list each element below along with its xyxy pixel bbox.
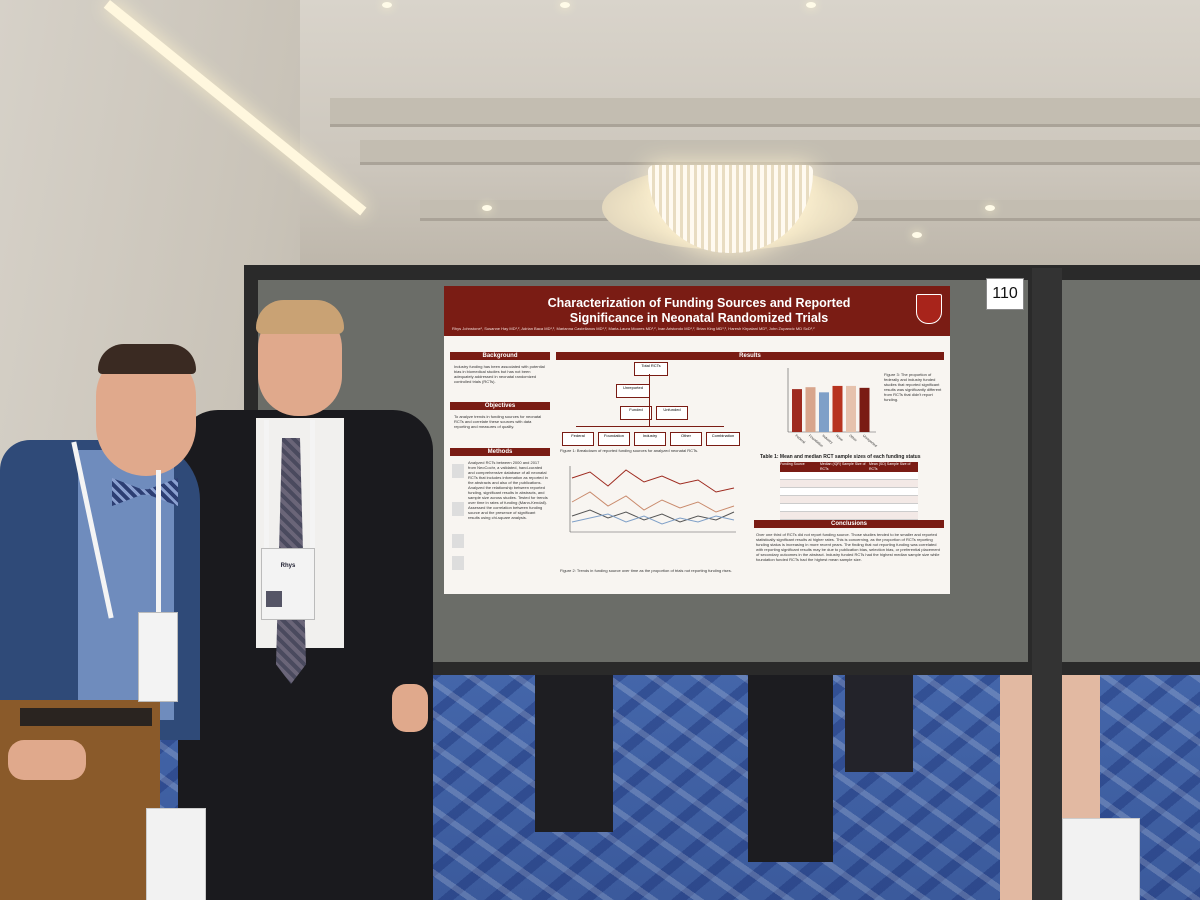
table-row [780,480,918,488]
table-row [780,512,918,520]
board-pole [1032,268,1062,900]
table-row [780,488,918,496]
person-left-hair [98,344,196,374]
person-right-hand [392,684,428,732]
methods-icon [452,502,464,516]
poster-board-panel-right [1062,280,1200,662]
flow-node-combination: Combination [706,432,740,446]
bar-category-label: Other [848,434,858,443]
flow-connector [576,426,724,427]
methods-icon [452,464,464,478]
bar-category-label: Unreported [862,434,878,448]
person-left-lanyard [156,470,161,620]
flow-node-unfunded: Unfunded [656,406,688,420]
table-row [780,504,918,512]
figure1-caption: Figure 1: Breakdown of reported funding … [560,448,699,453]
bar-federal [792,389,802,432]
background-person-legs [748,672,833,862]
person-left-belt [20,708,152,726]
conclusions-heading: Conclusions [754,520,944,528]
table-header-row: Funding Source Median (IQR) Sample Size … [780,462,918,472]
background-person-legs [535,672,613,832]
person-left-hand [8,740,86,780]
methods-icon [452,534,464,548]
person-left-name-badge [138,612,178,702]
flow-node-funded: Funded [620,406,652,420]
bar-other [846,385,856,432]
flow-node-unreported: Unreported [616,384,650,398]
background-heading: Background [450,352,550,360]
conference-tote-bag [146,808,206,900]
background-text: Industry funding has been associated wit… [454,364,545,384]
flow-node-industry: Industry [634,432,666,446]
funding-trend-line-chart [569,466,736,533]
bar-category-label: None [835,434,844,442]
objectives-text: To analyze trends in funding sources for… [454,414,542,429]
methods-heading: Methods [450,448,550,456]
badge-qr-code [266,591,282,607]
ceiling-downlight [985,205,995,211]
ceiling-beam [330,98,1200,127]
poster-authors: Rhys Johnstone¹, Susanne Hay MD¹,², Adri… [452,326,815,331]
results-heading: Results [556,352,944,360]
poster-title-line1: Characterization of Funding Sources and … [547,296,851,310]
person-right-hair [256,300,344,334]
person-right-lanyard [310,420,315,560]
bar-category-label: Federal [794,434,806,445]
conclusions-text: Over one third of RCTs did not report fu… [756,532,940,562]
person-right-name-badge: Rhys [261,548,315,620]
flow-node-foundation: Foundation [598,432,630,446]
table-header-cell: Median (IQR) Sample Size of RCTs [820,462,866,471]
poster-header [444,286,950,336]
badge-name: Rhys [280,563,296,569]
table-header-cell: Funding Source [780,462,805,466]
methods-icon [452,556,464,570]
table-header-cell: Mean (SD) Sample Size of RCTs [869,462,911,471]
booth-number-sign: 110 [986,278,1024,310]
table-row [780,496,918,504]
person-left-trousers [0,700,160,900]
poster-title-line2: Significance in Neonatal Randomized Tria… [569,311,829,325]
flow-connector [649,374,650,426]
ceiling-downlight [560,2,570,8]
table-row [780,472,918,480]
flow-node-federal: Federal [562,432,594,446]
bar-unreported [859,387,870,432]
bar-foundation [805,387,816,432]
flow-node-total: Total RCTs [634,362,668,376]
bar-industry [819,392,829,432]
bar-none [832,385,843,432]
university-shield-logo [916,294,942,324]
figure2-caption: Figure 2: Trends in funding source over … [560,568,732,573]
person-right-lanyard [264,420,269,560]
funding-flowchart: Total RCTs Unreported Funded Unfunded Fe… [560,362,770,454]
ceiling-beam [360,140,1200,165]
sample-size-table: Funding Source Median (IQR) Sample Size … [780,462,918,528]
ceiling-downlight [806,2,816,8]
conference-tote-bag [1062,818,1140,900]
figure3-caption: Figure 3: The proportion of federally an… [884,372,942,402]
poster-title: Characterization of Funding Sources and … [494,296,904,326]
bar-category-label: Industry [821,434,833,445]
table1-title: Table 1: Mean and median RCT sample size… [760,454,921,460]
methods-text: Analyzed RCTs between 2000 and 2017 from… [468,460,548,520]
flow-node-other: Other [670,432,702,446]
ceiling-downlight [912,232,922,238]
ceiling-downlight [482,205,492,211]
research-poster: Characterization of Funding Sources and … [444,286,950,594]
ceiling-downlight [382,2,392,8]
objectives-heading: Objectives [450,402,550,410]
background-person-legs [845,672,913,772]
